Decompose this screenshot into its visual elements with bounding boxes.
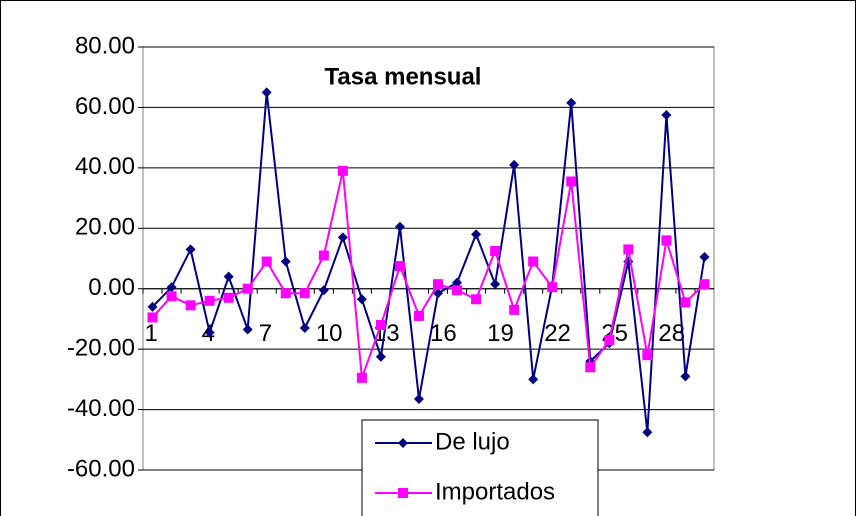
y-tick-label: 80.00 [75, 32, 135, 59]
marker [528, 256, 539, 267]
x-tick-label: 16 [430, 320, 457, 347]
marker [394, 261, 405, 272]
marker [566, 176, 577, 187]
marker [398, 438, 408, 448]
marker [318, 250, 329, 261]
x-tick-label: 10 [316, 320, 343, 347]
marker [433, 288, 444, 299]
marker [166, 282, 177, 293]
marker [471, 294, 482, 305]
legend-label: De lujo [435, 428, 510, 455]
y-tick-label: 20.00 [75, 214, 135, 241]
marker [242, 283, 253, 294]
y-tick-label: -40.00 [67, 395, 135, 422]
marker [356, 372, 367, 383]
chart-title: Tasa mensual [325, 63, 482, 90]
x-tick-label: 7 [259, 320, 272, 347]
marker [642, 350, 653, 361]
marker [337, 165, 348, 176]
marker [642, 427, 653, 438]
legend: De lujo Importados [361, 419, 599, 516]
marker [528, 374, 539, 385]
marker [204, 327, 215, 338]
marker [490, 245, 501, 256]
marker [299, 322, 310, 333]
marker [185, 244, 196, 255]
marker [356, 294, 367, 305]
x-tick-label: 1 [145, 320, 158, 347]
marker [242, 324, 253, 335]
x-tick-label: 28 [658, 320, 685, 347]
x-tick-label: 22 [544, 320, 571, 347]
marker [166, 291, 177, 302]
marker [394, 221, 405, 232]
marker [509, 304, 520, 315]
marker [471, 229, 482, 240]
marker [547, 282, 558, 293]
marker [433, 279, 444, 290]
marker [147, 312, 158, 323]
marker [623, 244, 634, 255]
y-tick-label: 0.00 [88, 274, 135, 301]
y-tick-label: -60.00 [67, 455, 135, 482]
marker [375, 319, 386, 330]
marker [661, 109, 672, 120]
marker [337, 232, 348, 243]
marker [280, 288, 291, 299]
x-tick-label: 19 [487, 320, 514, 347]
marker [452, 277, 463, 288]
marker [223, 271, 234, 282]
marker [204, 295, 215, 306]
marker [299, 288, 310, 299]
marker [318, 285, 329, 296]
y-tick-label: -20.00 [67, 334, 135, 361]
marker [375, 351, 386, 362]
marker [490, 279, 501, 290]
marker [261, 256, 272, 267]
marker [280, 256, 291, 267]
marker [680, 297, 691, 308]
marker [413, 310, 424, 321]
legend-label: Importados [435, 478, 555, 505]
marker [261, 87, 272, 98]
marker [699, 279, 710, 290]
marker [585, 362, 596, 373]
marker [661, 235, 672, 246]
y-tick-label: 40.00 [75, 153, 135, 180]
marker [566, 97, 577, 108]
plot-area [142, 46, 715, 471]
marker [147, 301, 158, 312]
marker [699, 251, 710, 262]
y-tick-label: 60.00 [75, 93, 135, 120]
marker [398, 488, 408, 498]
marker [509, 159, 520, 170]
marker [604, 335, 615, 346]
marker [185, 300, 196, 311]
marker [223, 292, 234, 303]
marker [413, 393, 424, 404]
legend-box [361, 419, 599, 516]
marker [680, 371, 691, 382]
marker [452, 285, 463, 296]
